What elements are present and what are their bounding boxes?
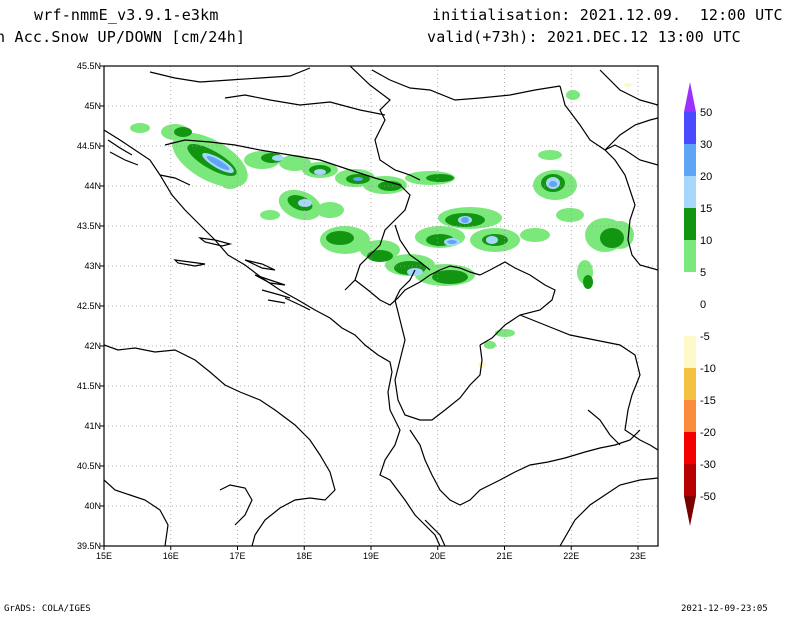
lat-label: 45N <box>84 101 101 111</box>
lat-label: 41.5N <box>77 381 101 391</box>
colorbar-label: 0 <box>700 299 706 311</box>
lon-label: 16E <box>163 551 179 561</box>
lat-label: 41N <box>84 421 101 431</box>
colorbar-segment <box>684 176 696 208</box>
colorbar-segment <box>684 112 696 144</box>
graticule <box>104 66 658 546</box>
colorbar-bottom-arrow <box>684 496 696 526</box>
colorbar-label: 10 <box>700 235 712 247</box>
lat-label: 44N <box>84 181 101 191</box>
lat-label: 42.5N <box>77 301 101 311</box>
lon-label: 22E <box>563 551 579 561</box>
colorbar-segment <box>684 400 696 432</box>
lon-label: 19E <box>363 551 379 561</box>
lat-axis-labels: 45.5N 45N 44.5N 44N 43.5N 43N 42.5N 42N 41.5N 41N… <box>77 61 101 551</box>
colorbar-label: -5 <box>700 331 710 343</box>
field-title: n Acc.Snow UP/DOWN [cm/24h] <box>0 28 246 46</box>
colorbar-segment <box>684 368 696 400</box>
lat-label: 43N <box>84 261 101 271</box>
lat-label: 43.5N <box>77 221 101 231</box>
colorbar-segment <box>684 336 696 368</box>
colorbar-label: -30 <box>700 459 716 471</box>
colorbar-label: 20 <box>700 171 712 183</box>
colorbar-label: -50 <box>700 491 716 503</box>
lon-label: 23E <box>630 551 646 561</box>
lat-label: 40N <box>84 501 101 511</box>
colorbar-segment <box>684 240 696 272</box>
lat-label: 39.5N <box>77 541 101 551</box>
init-time: initialisation: 2021.12.09. 12:00 UTC <box>432 6 783 24</box>
model-title: wrf-nmmE_v3.9.1-e3km <box>34 6 219 24</box>
valid-time: valid(+73h): 2021.DEC.12 13:00 UTC <box>427 28 741 46</box>
colorbar-label: -10 <box>700 363 716 375</box>
colorbar-top-arrow <box>684 82 696 112</box>
colorbar-segment <box>684 464 696 496</box>
colorbar-segment <box>684 208 696 240</box>
axis-ticks <box>100 65 639 550</box>
colorbar-segment <box>684 304 696 336</box>
snow-field <box>130 83 634 368</box>
colorbar-segment <box>684 144 696 176</box>
lat-label: 44.5N <box>77 141 101 151</box>
footer-credit: GrADS: COLA/IGES <box>4 604 91 614</box>
lon-label: 15E <box>96 551 112 561</box>
lon-label: 17E <box>229 551 245 561</box>
lat-label: 45.5N <box>77 61 101 71</box>
colorbar-segment <box>684 272 696 304</box>
colorbar-label: 30 <box>700 139 712 151</box>
footer-timestamp: 2021-12-09-23:05 <box>681 604 768 614</box>
lat-label: 42N <box>84 341 101 351</box>
colorbar-label: 50 <box>700 107 712 119</box>
lat-label: 40.5N <box>77 461 101 471</box>
coastlines-borders <box>104 66 658 546</box>
colorbar-label: -15 <box>700 395 716 407</box>
lon-label: 20E <box>430 551 446 561</box>
colorbar-segment <box>684 432 696 464</box>
colorbar-label: 5 <box>700 267 706 279</box>
lon-label: 18E <box>296 551 312 561</box>
lon-label: 21E <box>496 551 512 561</box>
colorbar-label: 15 <box>700 203 712 215</box>
lon-axis-labels: 15E 16E 17E 18E 19E 20E 21E 22E 23E <box>96 551 646 561</box>
colorbar-label: -20 <box>700 427 716 439</box>
